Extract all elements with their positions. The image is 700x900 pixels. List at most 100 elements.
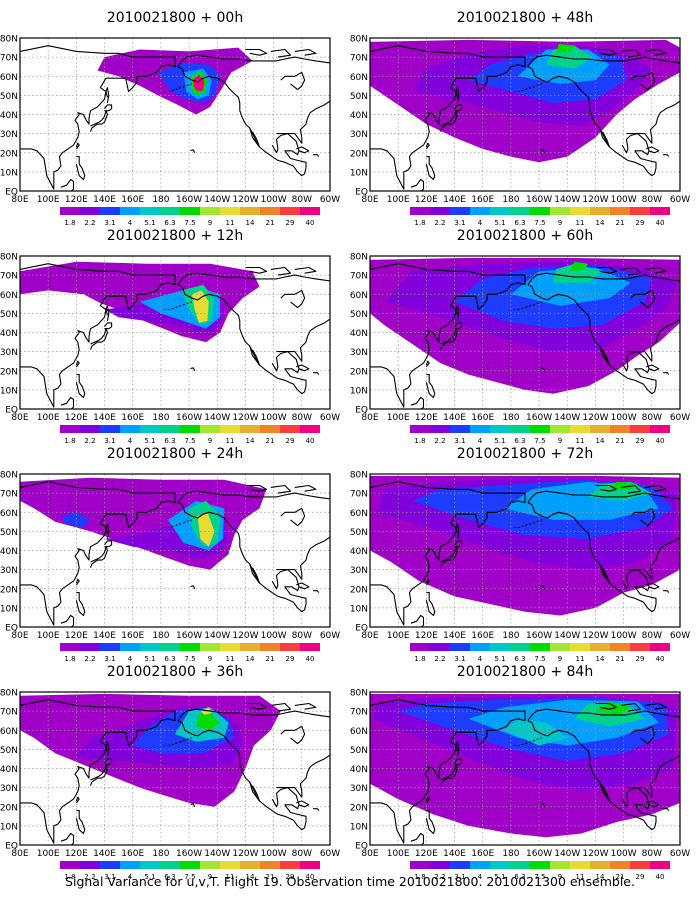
lon-label: 80W [292, 413, 312, 423]
lat-label: 50N [350, 310, 368, 320]
colorbar-swatch [510, 643, 530, 651]
lat-label: EQ [355, 842, 368, 852]
colorbar-swatch [120, 207, 140, 215]
colorbar-swatch [60, 207, 80, 215]
lon-label: 60W [670, 849, 690, 859]
lon-label: 120E [65, 631, 88, 641]
colorbar-label: 6.3 [514, 219, 525, 227]
colorbar: 1.8 2.2 3.1 4 5.1 6.3 7.5 9 11 14 21 29 40 [60, 861, 320, 881]
colorbar-swatch [490, 207, 510, 215]
lat-label: 70N [0, 54, 18, 64]
lat-label: 70N [350, 54, 368, 64]
colorbar-label: 14 [246, 437, 255, 445]
colorbar-label: 21 [616, 655, 625, 663]
colorbar-swatch [160, 207, 180, 215]
colorbar-label: 9 [208, 219, 212, 227]
colorbar-label: 21 [266, 873, 275, 881]
variance-contour [510, 267, 631, 306]
lon-label: 100W [611, 849, 637, 859]
colorbar-label: 21 [266, 219, 275, 227]
lat-label: 80N [0, 253, 18, 263]
lat-label: 70N [350, 708, 368, 718]
colorbar-swatch [530, 861, 550, 869]
lon-label: 140E [443, 413, 466, 423]
colorbar-label: 1.8 [414, 437, 425, 445]
lat-label: 40N [350, 329, 368, 339]
colorbar-label: 14 [246, 873, 255, 881]
colorbar-swatch [280, 207, 300, 215]
colorbar-label: 29 [286, 219, 295, 227]
colorbar-label: 3.1 [104, 873, 115, 881]
lon-label: 160E [121, 195, 144, 205]
colorbar-swatch [200, 207, 220, 215]
lat-label: 30N [0, 348, 18, 358]
colorbar-swatch [300, 643, 320, 651]
variance-contour [503, 718, 568, 746]
lon-label: 120E [65, 195, 88, 205]
colorbar-swatch [80, 861, 100, 869]
colorbar-label: 7.5 [184, 655, 195, 663]
colorbar-swatch [550, 425, 570, 433]
map-frame [19, 473, 331, 628]
map-gridlines [20, 474, 330, 627]
lon-label: 160W [176, 195, 202, 205]
colorbar: 1.8 2.2 3.1 4 5.1 6.3 7.5 9 11 14 21 29 40 [410, 425, 670, 445]
lat-label: 30N [350, 566, 368, 576]
colorbar-label: 9 [558, 873, 562, 881]
lon-label: 160W [526, 849, 552, 859]
lon-label: 100W [261, 631, 287, 641]
colorbar-label: 29 [286, 655, 295, 663]
lon-label: 140E [93, 849, 116, 859]
map-gridlines [370, 692, 680, 845]
map-frame [369, 37, 681, 192]
lon-label: 80W [292, 631, 312, 641]
lat-label: 80N [0, 689, 18, 699]
lon-label: 80E [11, 195, 28, 205]
colorbar-label: 9 [558, 437, 562, 445]
lon-label: 60W [670, 631, 690, 641]
lat-label: 10N [0, 604, 18, 614]
lon-label: 180 [152, 195, 169, 205]
lon-label: 160E [471, 195, 494, 205]
colorbar-swatch [610, 643, 630, 651]
colorbar-swatch [450, 861, 470, 869]
lon-label: 160E [121, 849, 144, 859]
lat-label: 10N [350, 168, 368, 178]
colorbar-swatch [430, 643, 450, 651]
lon-label: 140E [93, 195, 116, 205]
colorbar-label: 40 [306, 219, 315, 227]
colorbar-swatch [220, 207, 240, 215]
map-frame [369, 473, 681, 628]
lat-label: EQ [5, 188, 18, 198]
colorbar-label: 7.5 [534, 655, 545, 663]
lon-label: 160W [526, 195, 552, 205]
colorbar-swatch [650, 861, 670, 869]
colorbar-label: 1.8 [414, 219, 425, 227]
lat-label: 40N [350, 547, 368, 557]
lon-label: 120E [65, 413, 88, 423]
lon-label: 140W [554, 849, 580, 859]
lat-label: EQ [355, 406, 368, 416]
lon-label: 80W [642, 849, 662, 859]
lon-label: 160W [176, 631, 202, 641]
map-panel: 2010021800 + 00h 80N 70N 60N 50N 40N 30N 20N 10N… [0, 10, 345, 235]
lon-label: 140W [204, 849, 230, 859]
lat-label: 20N [350, 367, 368, 377]
colorbar-swatch [570, 643, 590, 651]
lat-label: 20N [0, 149, 18, 159]
map-panel: 2010021800 + 24h 80N 70N 60N 50N 40N 30N 20N 10N… [0, 446, 345, 671]
lon-label: 160W [526, 631, 552, 641]
colorbar-swatch [300, 207, 320, 215]
colorbar-label: 29 [286, 437, 295, 445]
colorbar-swatch [570, 425, 590, 433]
colorbar-label: 21 [266, 655, 275, 663]
panel-title: 2010021800 + 24h [106, 446, 244, 462]
colorbar-label: 11 [226, 873, 235, 881]
panel-title: 2010021800 + 72h [456, 446, 594, 462]
lon-label: 120W [232, 195, 258, 205]
map-gridlines [20, 692, 330, 845]
colorbar-label: 5.1 [494, 219, 505, 227]
lat-label: 30N [350, 130, 368, 140]
